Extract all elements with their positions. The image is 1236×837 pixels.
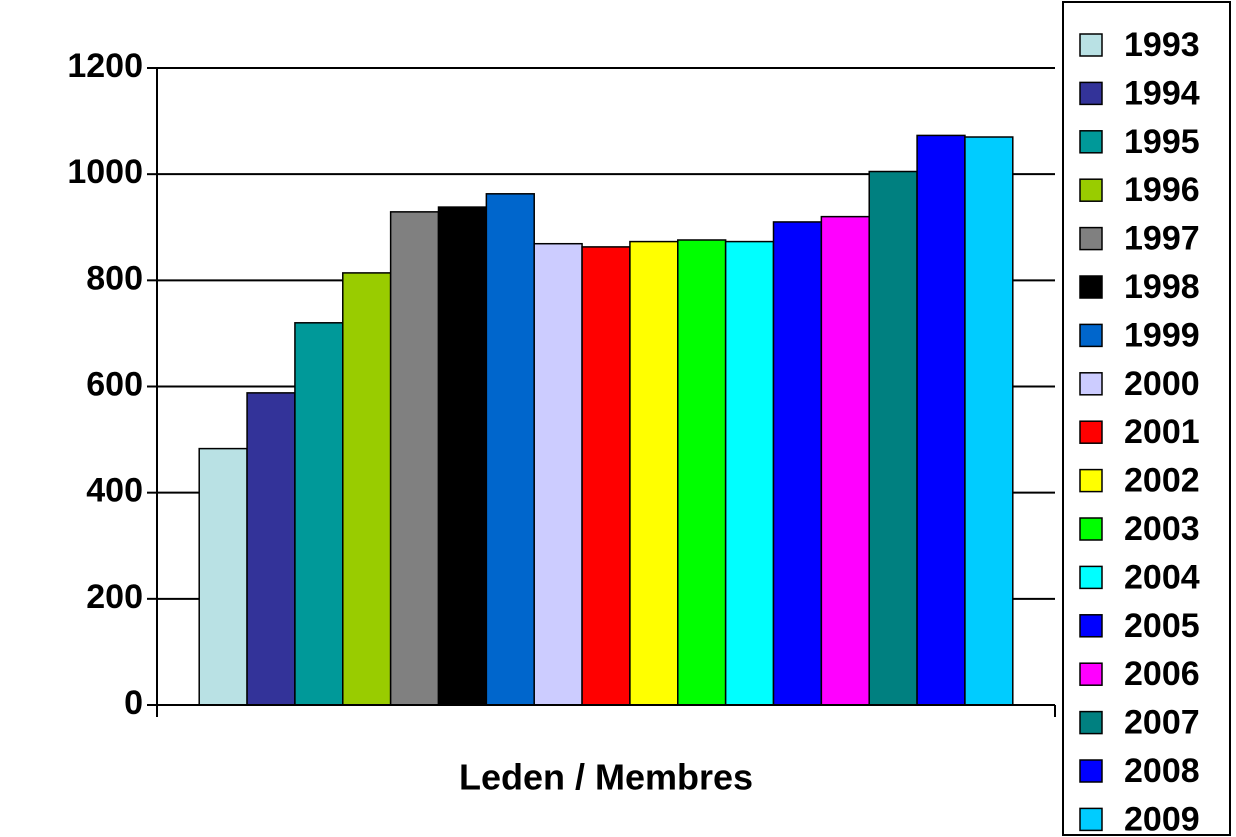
legend-label: 2008 [1124, 752, 1200, 790]
legend-label: 2009 [1124, 800, 1200, 837]
legend-swatch [1079, 517, 1103, 541]
legend-label: 1993 [1124, 26, 1200, 64]
legend-swatch [1079, 275, 1103, 299]
bar [485, 193, 535, 706]
bar [964, 136, 1014, 706]
legend-swatch [1079, 468, 1103, 493]
legend-swatch [1079, 81, 1103, 106]
legend-label: 1995 [1124, 123, 1200, 161]
bar [389, 211, 440, 706]
x-category-label: Leden / Membres [459, 757, 753, 798]
legend-swatch [1079, 372, 1103, 396]
legend-label: 1996 [1124, 171, 1200, 209]
y-tick-label: 1000 [67, 153, 143, 191]
legend-label: 2002 [1124, 462, 1200, 500]
bar [916, 134, 966, 706]
legend-swatch [1079, 33, 1103, 57]
y-tick-label: 600 [86, 365, 143, 403]
bar [820, 215, 870, 706]
legend-swatch [1079, 807, 1103, 832]
legend-swatch [1079, 226, 1103, 251]
legend-label: 2004 [1124, 558, 1200, 596]
bar [677, 239, 727, 706]
legend-swatch [1079, 614, 1103, 638]
legend-label: 1997 [1124, 220, 1200, 258]
legend-swatch [1079, 710, 1103, 735]
legend-label: 2006 [1124, 655, 1200, 693]
legend-label: 2001 [1124, 413, 1200, 451]
y-tick-label: 0 [124, 684, 143, 722]
y-tick-label: 200 [86, 578, 143, 616]
legend-label: 2003 [1124, 510, 1200, 548]
bar [246, 392, 296, 706]
y-tick-label: 1200 [67, 47, 143, 85]
legend-swatch [1079, 565, 1103, 590]
legend-label: 1999 [1124, 316, 1200, 354]
legend-label: 2005 [1124, 607, 1200, 645]
bar [724, 240, 775, 706]
legend-label: 1994 [1124, 74, 1200, 112]
y-tick-label: 800 [86, 259, 143, 297]
bar [198, 447, 248, 706]
bar [868, 170, 918, 706]
legend-swatch [1079, 323, 1103, 348]
bar [533, 242, 583, 706]
legend-label: 1998 [1124, 268, 1200, 306]
legend-label: 2007 [1124, 704, 1200, 742]
legend-swatch [1079, 178, 1103, 202]
legend-label: 2000 [1124, 365, 1200, 403]
legend-swatch [1079, 130, 1103, 154]
bar [294, 322, 344, 706]
legend-swatch [1079, 759, 1103, 783]
y-tick-label: 400 [86, 472, 143, 510]
bar [581, 246, 631, 706]
legend-swatch [1079, 662, 1103, 686]
legend-swatch [1079, 420, 1103, 444]
bar [342, 272, 392, 706]
bar [772, 221, 823, 706]
bar [629, 240, 679, 706]
bar [437, 206, 488, 706]
